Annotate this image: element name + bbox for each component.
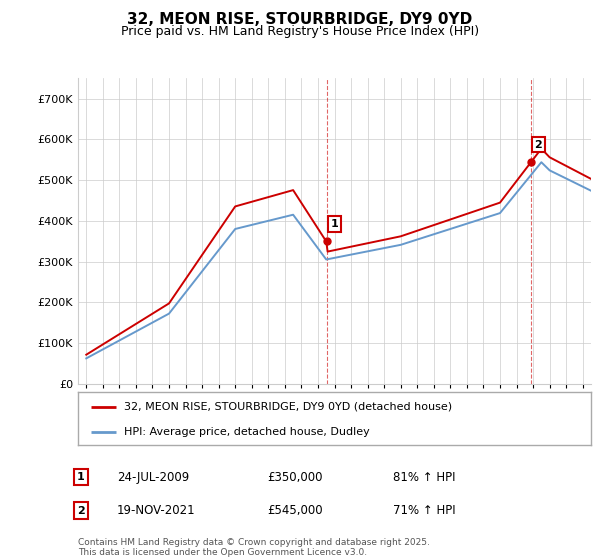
Text: 1: 1 [331,219,338,229]
Text: 24-JUL-2009: 24-JUL-2009 [117,470,189,484]
Text: 71% ↑ HPI: 71% ↑ HPI [393,504,455,517]
Text: Contains HM Land Registry data © Crown copyright and database right 2025.
This d: Contains HM Land Registry data © Crown c… [78,538,430,557]
Text: 32, MEON RISE, STOURBRIDGE, DY9 0YD: 32, MEON RISE, STOURBRIDGE, DY9 0YD [127,12,473,27]
Text: HPI: Average price, detached house, Dudley: HPI: Average price, detached house, Dudl… [124,427,370,437]
Text: £545,000: £545,000 [267,504,323,517]
Text: 81% ↑ HPI: 81% ↑ HPI [393,470,455,484]
Text: 32, MEON RISE, STOURBRIDGE, DY9 0YD (detached house): 32, MEON RISE, STOURBRIDGE, DY9 0YD (det… [124,402,452,412]
Text: 2: 2 [77,506,85,516]
Text: £350,000: £350,000 [267,470,323,484]
Text: 2: 2 [535,139,542,150]
Text: 19-NOV-2021: 19-NOV-2021 [117,504,196,517]
Text: Price paid vs. HM Land Registry's House Price Index (HPI): Price paid vs. HM Land Registry's House … [121,25,479,38]
Text: 1: 1 [77,472,85,482]
